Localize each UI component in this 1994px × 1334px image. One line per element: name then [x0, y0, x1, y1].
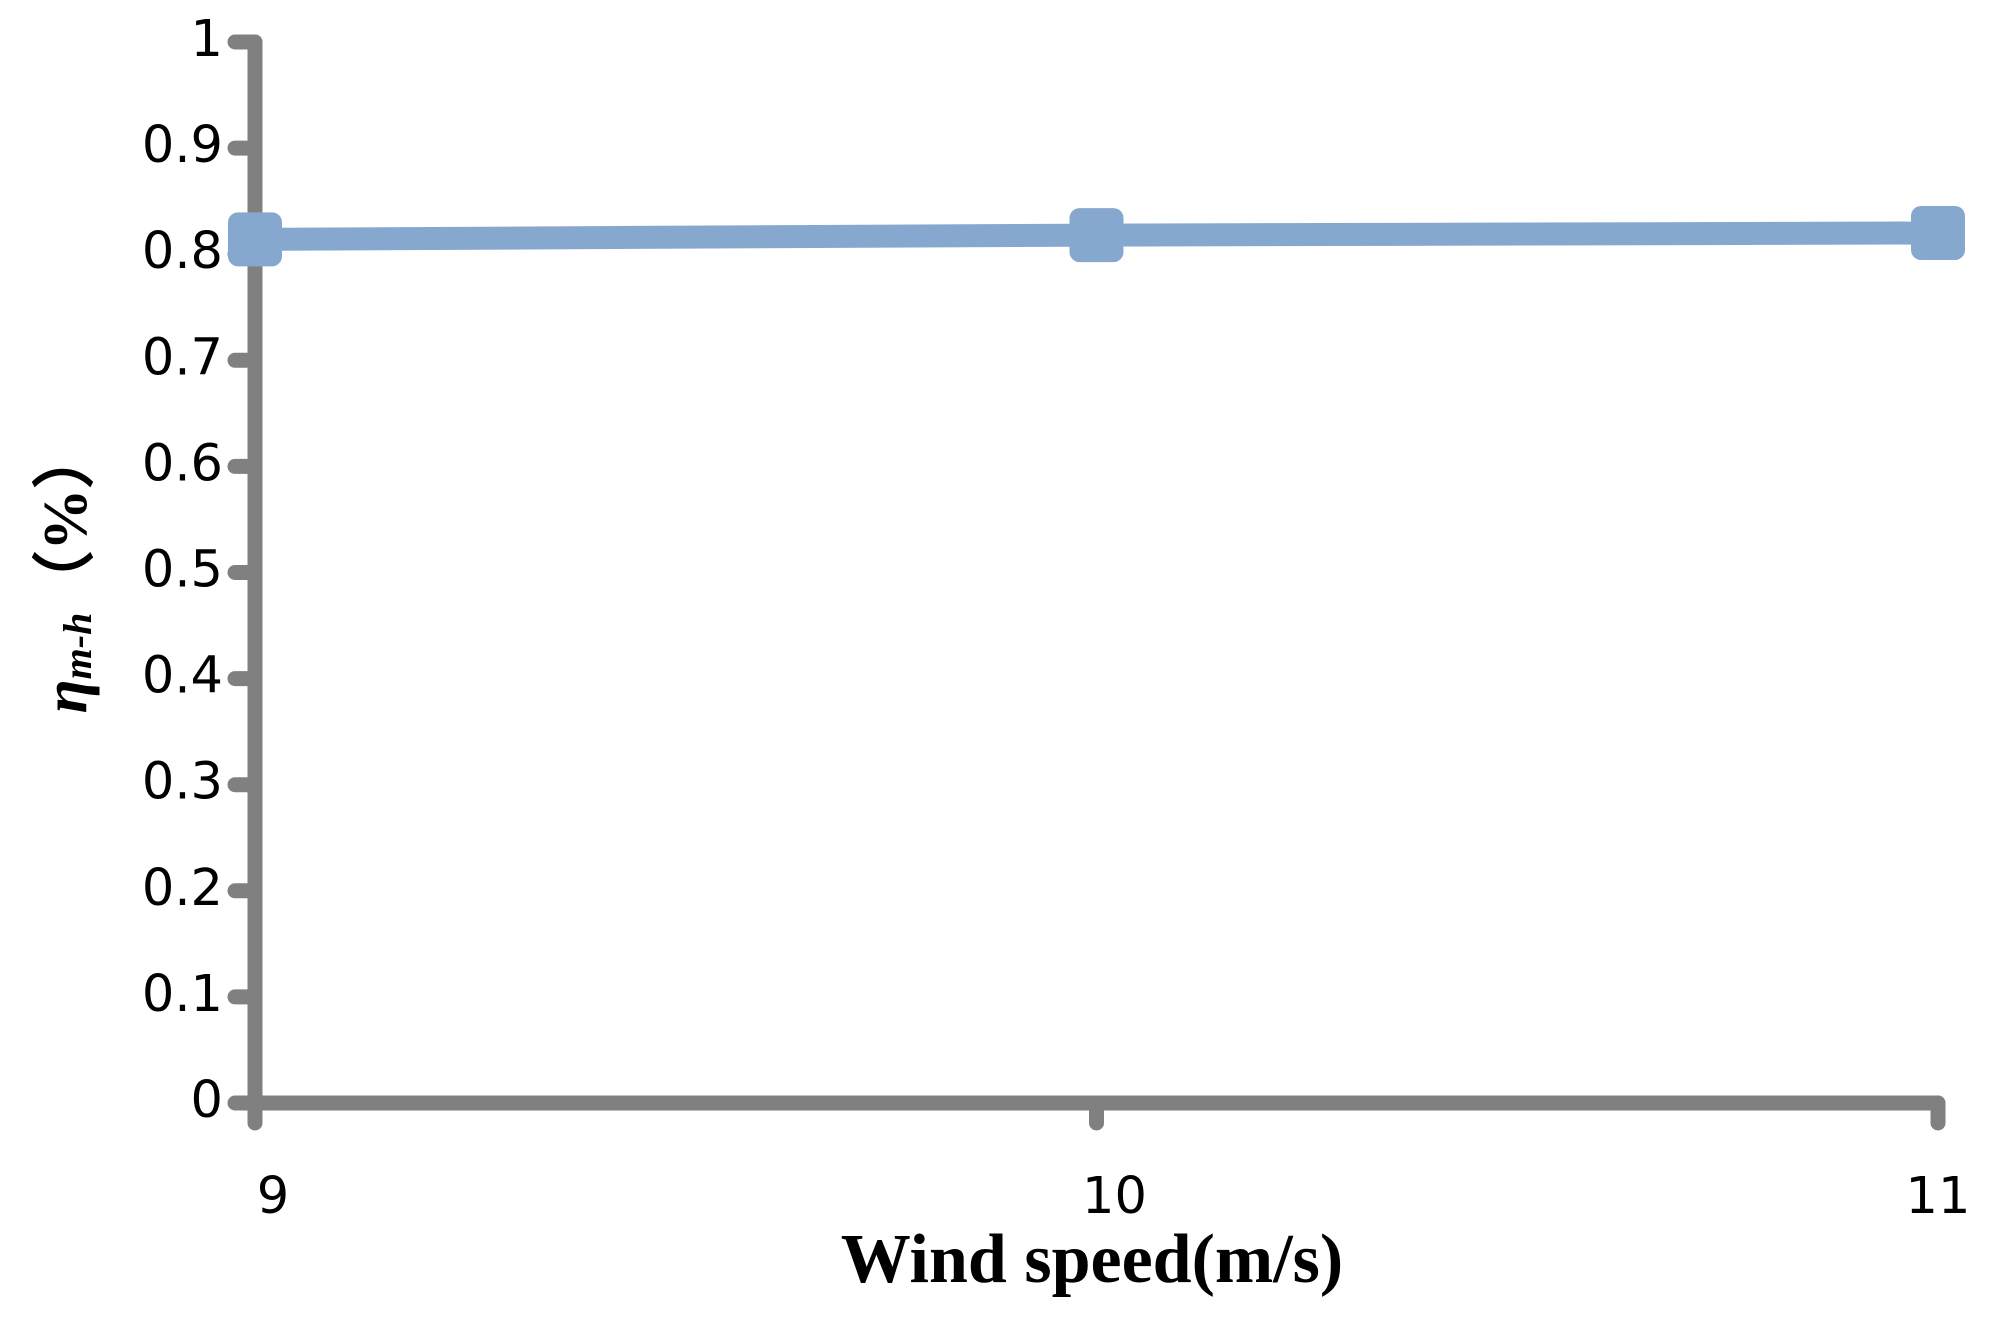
- y-tick-label: 0.8: [142, 222, 223, 281]
- y-axis-title-text: ηm-h（%）: [30, 427, 100, 714]
- y-tick-label: 1: [191, 10, 223, 69]
- marker: [1069, 208, 1124, 263]
- y-tick-label: 0.1: [142, 965, 223, 1024]
- y-title-subscript: m-h: [55, 613, 100, 680]
- y-axis-title: ηm-h（%）: [30, 427, 100, 714]
- x-tick-label: 9: [257, 1167, 289, 1226]
- y-tick-label: 0.5: [142, 541, 223, 600]
- y-tick-label: 0.6: [142, 434, 223, 493]
- y-tick-label: 0: [191, 1071, 223, 1130]
- y-tick-label: 0.4: [142, 647, 223, 706]
- y-tick-label: 0.2: [142, 859, 223, 918]
- marker: [1911, 205, 1965, 260]
- y-tick-label: 0.9: [142, 116, 223, 175]
- x-tick-label: 10: [1082, 1167, 1147, 1226]
- x-axis-title: Wind speed(m/s): [841, 1221, 1343, 1298]
- y-tick-label: 0.7: [142, 328, 223, 387]
- y-title-unit: （%）: [30, 427, 100, 613]
- marker: [228, 212, 282, 267]
- x-tick-label: 11: [1906, 1167, 1971, 1226]
- y-tick-label: 0.3: [142, 753, 223, 812]
- y-title-symbol: η: [32, 679, 100, 713]
